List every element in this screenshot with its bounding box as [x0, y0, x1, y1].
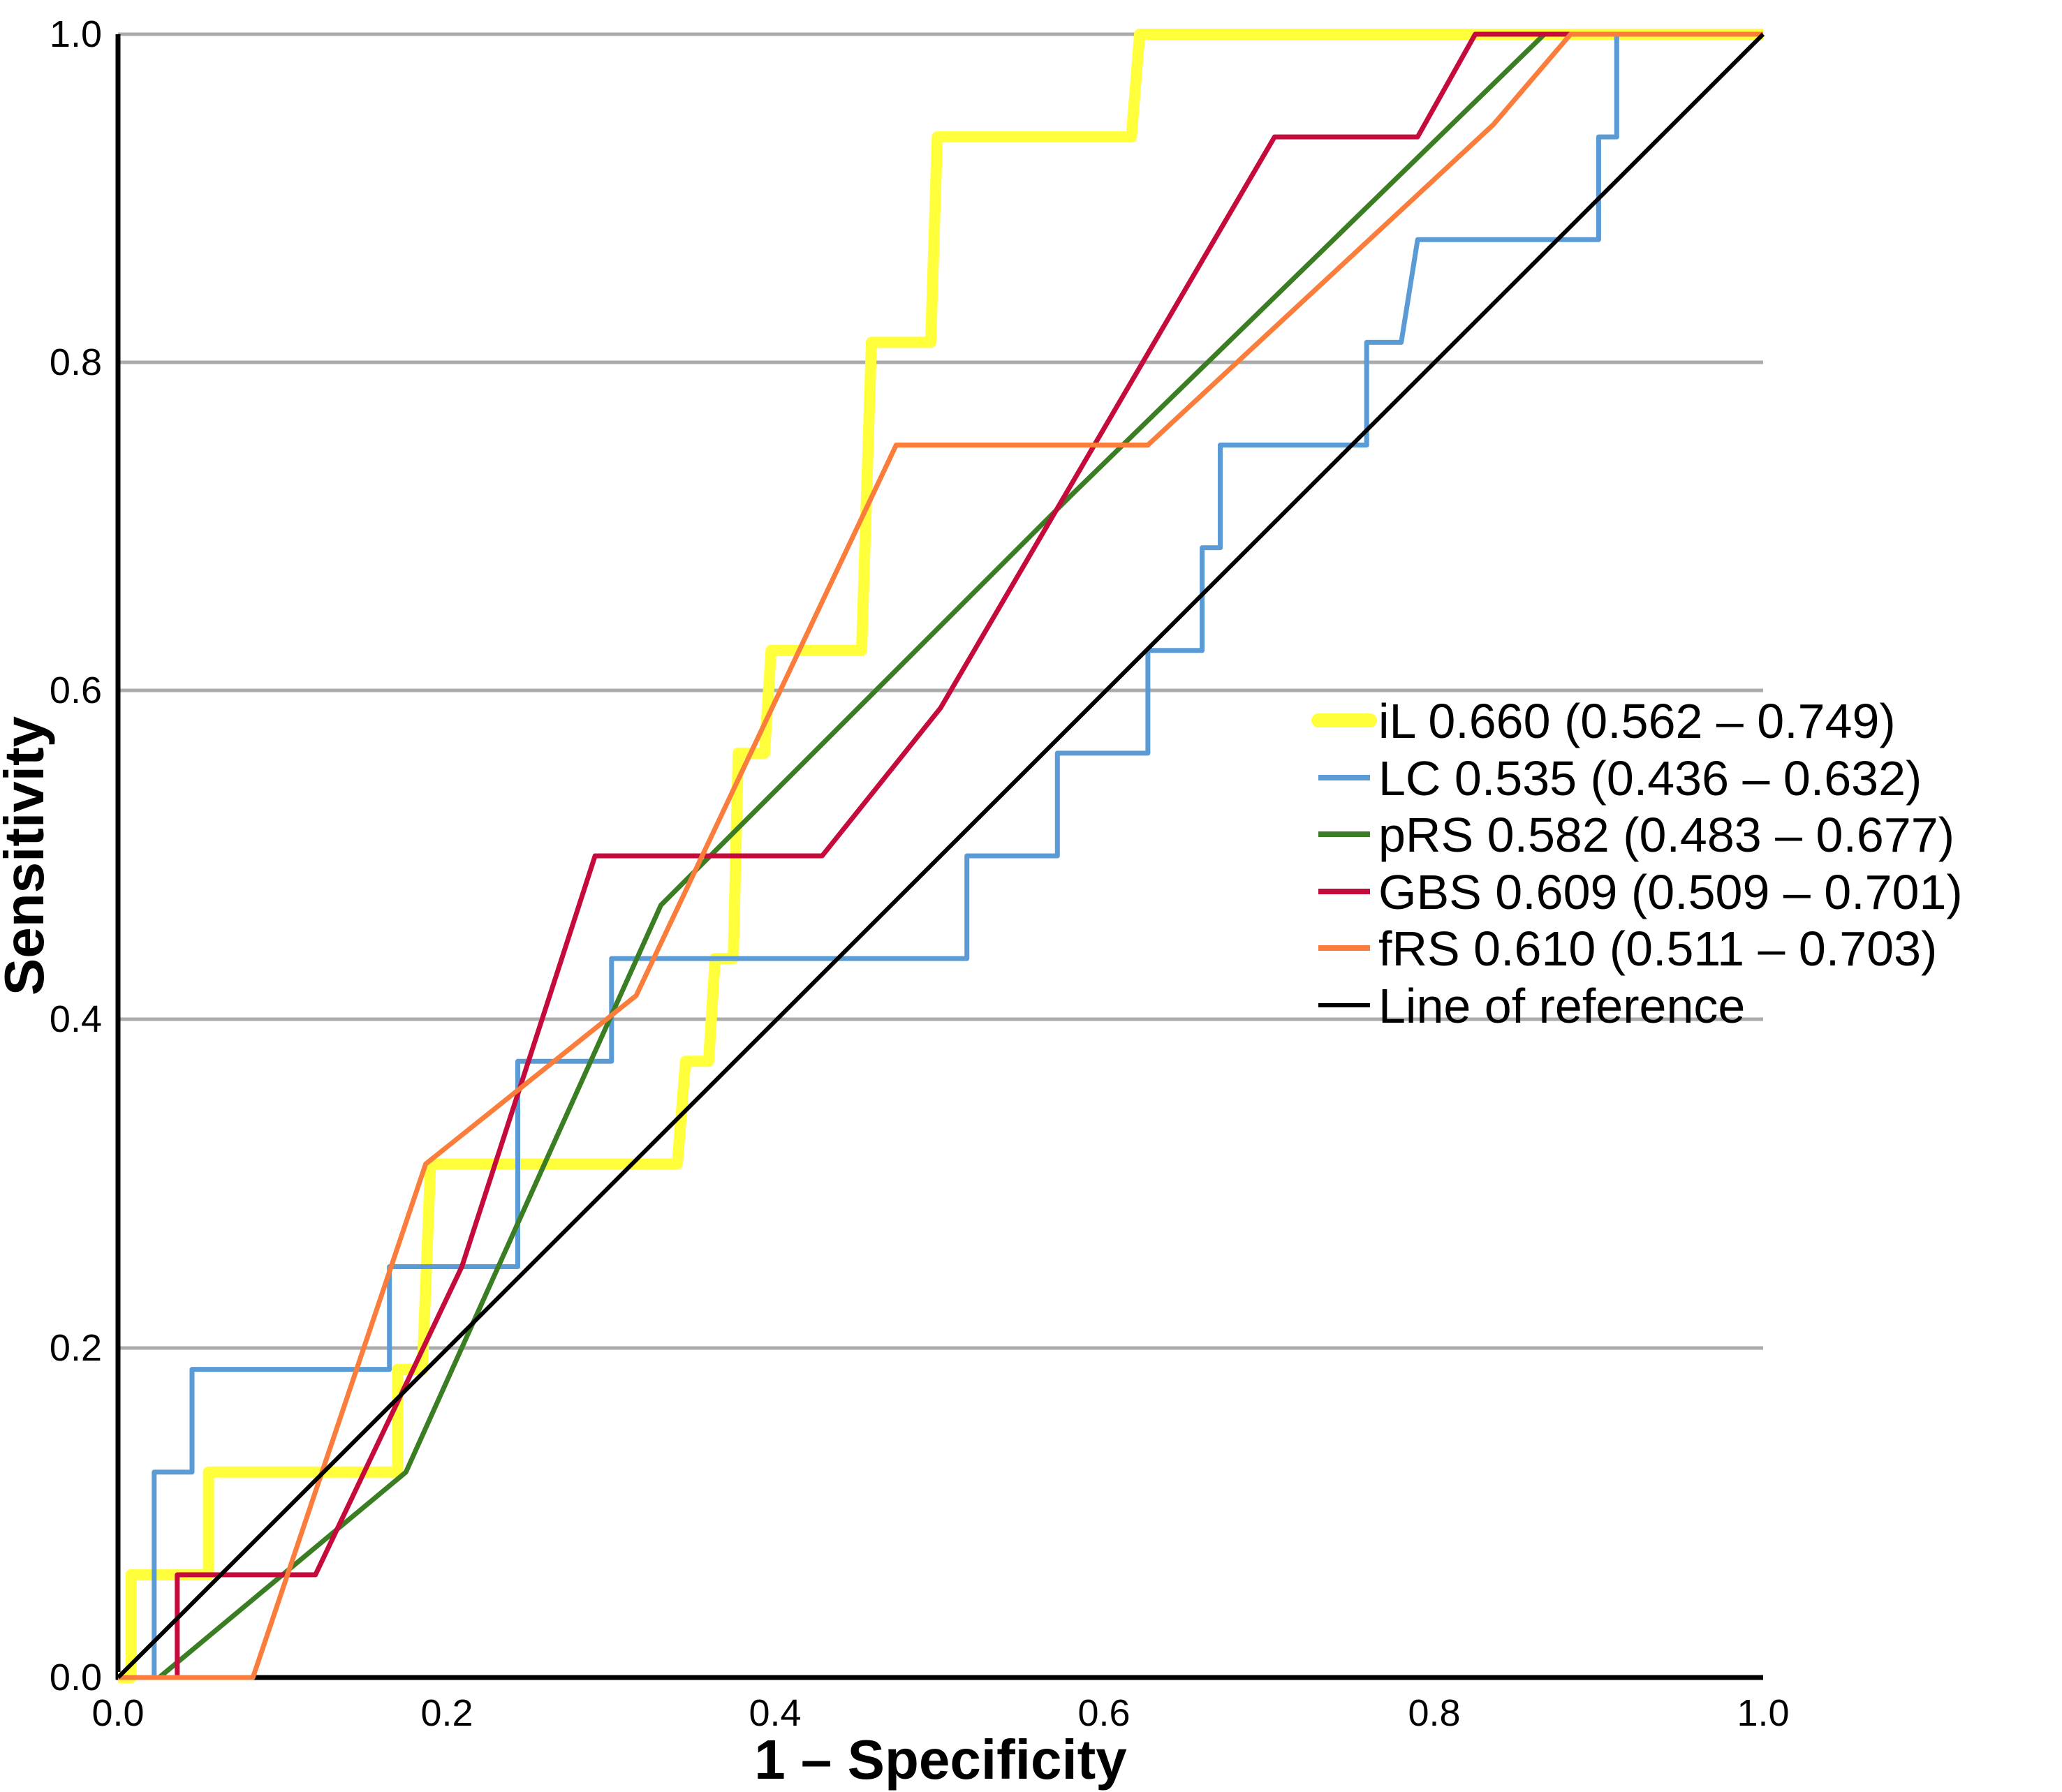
x-tick-0.4: 0.4: [749, 1692, 801, 1734]
legend-item-fRS: fRS 0.610 (0.511 – 0.703): [1318, 921, 1937, 976]
series-line-fRS: [118, 31, 1763, 1680]
y-tick-0.6: 0.6: [50, 669, 102, 711]
series-line-GBS: [118, 31, 1763, 1680]
y-tick-0.0: 0.0: [50, 1657, 102, 1698]
y-tick-1.0: 1.0: [50, 13, 102, 55]
legend-item-LC: LC 0.535 (0.436 – 0.632): [1318, 751, 1922, 806]
legend-item-pRS: pRS 0.582 (0.483 – 0.677): [1318, 808, 1954, 862]
y-tick-labels: 0.0 0.2 0.4 0.6 0.8 1.0: [50, 13, 102, 1698]
series-line-iL: [118, 29, 1763, 1683]
legend-label-iL: iL 0.660 (0.562 – 0.749): [1378, 694, 1896, 748]
y-tick-0.8: 0.8: [50, 341, 102, 383]
y-tick-0.4: 0.4: [50, 998, 102, 1040]
x-tick-1.0: 1.0: [1737, 1692, 1789, 1734]
legend-label-pRS: pRS 0.582 (0.483 – 0.677): [1378, 808, 1954, 862]
series-lines: [116, 29, 1765, 1683]
x-tick-0.2: 0.2: [420, 1692, 473, 1734]
gridlines: [118, 32, 1763, 1350]
legend-label-GBS: GBS 0.609 (0.509 – 0.701): [1378, 865, 1963, 919]
x-tick-0.0: 0.0: [91, 1692, 144, 1734]
legend: iL 0.660 (0.562 – 0.749) LC 0.535 (0.436…: [1311, 694, 1963, 1033]
legend-label-fRS: fRS 0.610 (0.511 – 0.703): [1378, 921, 1937, 976]
legend-label-LC: LC 0.535 (0.436 – 0.632): [1378, 751, 1922, 806]
series-line-Line-of-reference: [116, 32, 1765, 1680]
x-tick-0.6: 0.6: [1077, 1692, 1130, 1734]
x-tick-0.8: 0.8: [1408, 1692, 1460, 1734]
axes: [115, 34, 1763, 1680]
legend-item-reference: Line of reference: [1318, 979, 1745, 1033]
y-axis-title: Sensitivity: [0, 716, 55, 995]
y-tick-0.2: 0.2: [50, 1327, 102, 1369]
legend-label-reference: Line of reference: [1378, 979, 1745, 1033]
legend-item-iL: iL 0.660 (0.562 – 0.749): [1311, 694, 1896, 748]
x-axis-title: 1 – Specificity: [754, 1728, 1127, 1791]
legend-item-GBS: GBS 0.609 (0.509 – 0.701): [1318, 865, 1963, 919]
x-tick-labels: 0.0 0.2 0.4 0.6 0.8 1.0: [91, 1692, 1789, 1734]
